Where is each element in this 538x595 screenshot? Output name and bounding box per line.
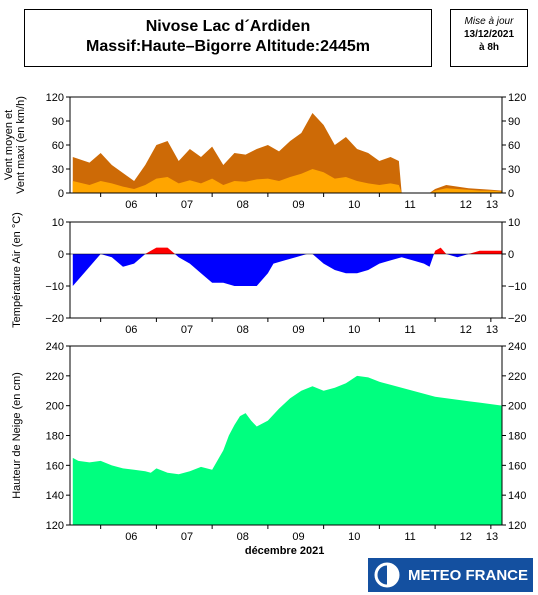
temperature-cold-area (72, 254, 502, 286)
x-tick-label: 09 (292, 324, 304, 336)
update-box: Mise à jour 13/12/2021 à 8h (450, 9, 528, 67)
x-tick-label: 07 (181, 531, 193, 543)
y-axis-title: Température Air (en °C) (11, 212, 23, 328)
wind-max-area (72, 113, 502, 193)
x-tick-label: 13 (486, 199, 498, 211)
x-tick-label: 09 (292, 531, 304, 543)
plot-area-0 (72, 113, 502, 193)
y-tick-label-left: 160 (46, 460, 64, 472)
y-tick-label-right: 10 (508, 217, 520, 229)
station-subtitle: Massif:Haute–Bigorre Altitude:2445m (86, 38, 370, 55)
y-tick-label-left: 240 (46, 341, 64, 353)
wind-mean-area (72, 169, 502, 193)
meteo-france-logo: METEO FRANCE (368, 558, 533, 592)
x-tick-label: 10 (348, 531, 360, 543)
y-tick-label-left: 120 (46, 92, 64, 104)
y-tick-label-right: 240 (508, 341, 526, 353)
y-tick-label-right: 140 (508, 490, 526, 502)
y-tick-label-right: 0 (508, 249, 514, 261)
chart-title-box: Nivose Lac d´Ardiden Massif:Haute–Bigorr… (24, 9, 432, 67)
y-tick-label-left: 30 (52, 164, 64, 176)
station-title: Nivose Lac d´Ardiden (145, 18, 311, 35)
x-tick-label: 08 (237, 199, 249, 211)
x-tick-label: 09 (292, 199, 304, 211)
plot-area-1 (70, 247, 502, 286)
plot-frame-1 (69, 221, 503, 319)
y-tick-label-right: 90 (508, 116, 520, 128)
y-tick-label-left: 140 (46, 490, 64, 502)
x-tick-label: 11 (404, 531, 415, 543)
y-tick-label-left: 220 (46, 371, 64, 383)
y-tick-label-right: 30 (508, 164, 520, 176)
y-tick-label-right: 200 (508, 401, 526, 413)
x-tick-label: 07 (181, 324, 193, 336)
x-tick-label: 11 (404, 199, 415, 211)
y-tick-label-left: 0 (58, 188, 64, 200)
y-tick-label-left: 120 (46, 520, 64, 532)
x-tick-label: 11 (404, 324, 415, 336)
y-tick-label-left: 200 (46, 401, 64, 413)
y-tick-label-right: 180 (508, 431, 526, 443)
x-tick-label: 07 (181, 199, 193, 211)
x-tick-label: 10 (348, 199, 360, 211)
update-time: à 8h (478, 42, 499, 53)
y-tick-label-right: 120 (508, 520, 526, 532)
x-tick-label: 13 (486, 531, 498, 543)
y-tick-label-right: −10 (508, 281, 527, 293)
y-tick-label-right: −20 (508, 313, 527, 325)
x-tick-label: 12 (460, 531, 472, 543)
update-date: 13/12/2021 (463, 29, 515, 40)
y-axis-title: Vent moyen etVent maxi (en km/h) (3, 96, 27, 194)
y-tick-label-right: 0 (508, 188, 514, 200)
y-tick-label-right: 120 (508, 92, 526, 104)
x-tick-label: 08 (237, 324, 249, 336)
y-tick-label-right: 160 (508, 460, 526, 472)
x-tick-label: 13 (486, 324, 498, 336)
meteo-france-emblem-icon (374, 562, 400, 588)
y-tick-label-right: 60 (508, 140, 520, 152)
y-tick-label-left: 60 (52, 140, 64, 152)
y-tick-label-right: 220 (508, 371, 526, 383)
y-tick-label-left: 90 (52, 116, 64, 128)
y-tick-label-left: 10 (52, 217, 64, 229)
y-tick-label-left: 180 (46, 431, 64, 443)
y-tick-label-left: −20 (45, 313, 64, 325)
y-tick-label-left: 0 (58, 249, 64, 261)
x-tick-label: 12 (460, 199, 472, 211)
x-tick-label: 06 (125, 199, 137, 211)
x-axis-title: décembre 2021 (245, 545, 325, 557)
update-label: Mise à jour (464, 16, 514, 27)
y-axis-title: Hauteur de Neige (en cm) (11, 372, 23, 499)
logo-text: METEO FRANCE (408, 566, 528, 584)
plot-area-2 (72, 375, 502, 525)
x-tick-label: 06 (125, 531, 137, 543)
temperature-warm-area (72, 247, 502, 254)
y-tick-label-left: −10 (45, 281, 64, 293)
x-tick-label: 12 (460, 324, 472, 336)
x-tick-label: 10 (348, 324, 360, 336)
x-tick-label: 06 (125, 324, 137, 336)
x-tick-label: 08 (237, 531, 249, 543)
snow-depth-area (72, 375, 502, 525)
